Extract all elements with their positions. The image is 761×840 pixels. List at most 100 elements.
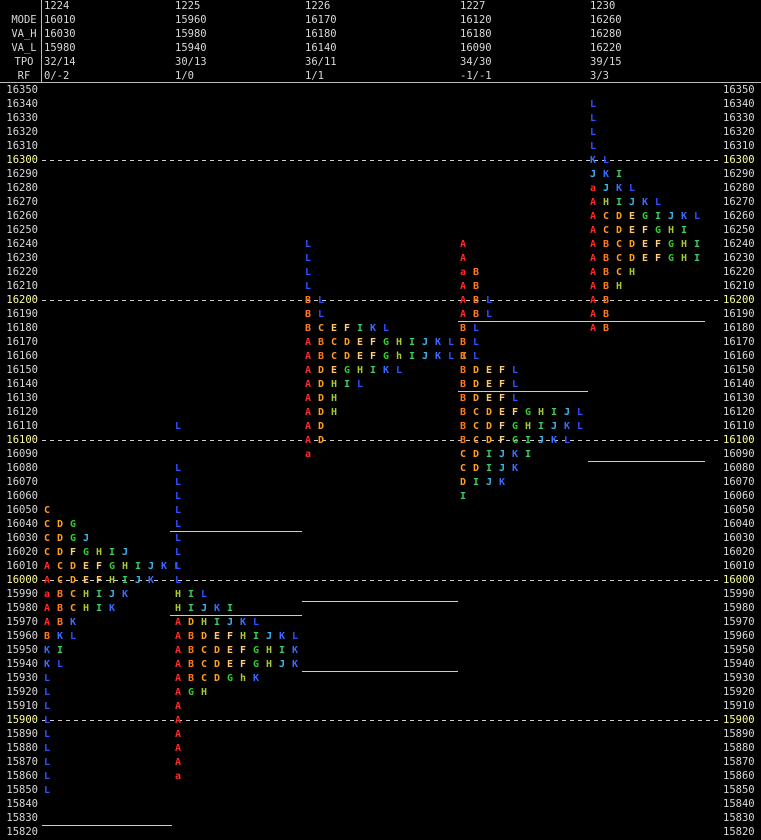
price-label-right: 16130	[723, 392, 755, 404]
price-label-right: 16210	[723, 280, 755, 292]
column-stat: 36/11	[305, 56, 337, 68]
column-stat: 16090	[460, 42, 492, 54]
tpo-row: L	[44, 785, 50, 796]
price-label-right: 16050	[723, 504, 755, 516]
column-stat: 16180	[460, 28, 492, 40]
price-label-right: 16150	[723, 364, 755, 376]
tpo-row: L	[305, 281, 311, 292]
header-label: RF	[18, 70, 31, 82]
price-label-right: 16100	[723, 434, 755, 446]
price-label-left: 16130	[6, 392, 38, 404]
tpo-row: L	[175, 477, 181, 488]
price-label-left: 15980	[6, 602, 38, 614]
price-label-left: 15880	[6, 742, 38, 754]
price-label-right: 15910	[723, 700, 755, 712]
tpo-row: L	[590, 127, 596, 138]
price-label-left: 16280	[6, 182, 38, 194]
tpo-row: L	[44, 743, 50, 754]
price-label-left: 15960	[6, 630, 38, 642]
tpo-row: A	[175, 701, 181, 712]
column-date: 1224	[44, 0, 69, 12]
price-label-right: 15840	[723, 798, 755, 810]
price-label-right: 15830	[723, 812, 755, 824]
price-label-right: 16170	[723, 336, 755, 348]
price-label-left: 16290	[6, 168, 38, 180]
price-label-right: 16080	[723, 462, 755, 474]
price-label-right: 16110	[723, 420, 755, 432]
price-label-left: 15860	[6, 770, 38, 782]
price-label-right: 16140	[723, 378, 755, 390]
header-label: MODE	[11, 14, 36, 26]
price-label-left: 15920	[6, 686, 38, 698]
column-stat: 16030	[44, 28, 76, 40]
column-stat: 15940	[175, 42, 207, 54]
price-label-left: 16340	[6, 98, 38, 110]
price-label-left: 16170	[6, 336, 38, 348]
price-label-left: 16160	[6, 350, 38, 362]
price-label-left: 16060	[6, 490, 38, 502]
price-label-right: 15970	[723, 616, 755, 628]
column-stat: -1/-1	[460, 70, 492, 82]
tpo-row: A	[175, 715, 181, 726]
price-label-left: 15840	[6, 798, 38, 810]
tpo-row: L	[305, 267, 311, 278]
tpo-row: L	[44, 771, 50, 782]
price-label-left: 15950	[6, 644, 38, 656]
price-label-left: 16050	[6, 504, 38, 516]
price-label-right: 15920	[723, 686, 755, 698]
price-label-left: 16020	[6, 546, 38, 558]
tpo-row: L	[175, 533, 181, 544]
price-label-right: 16340	[723, 98, 755, 110]
price-label-left: 16180	[6, 322, 38, 334]
tpo-row: L	[44, 701, 50, 712]
price-label-left: 16220	[6, 266, 38, 278]
price-label-left: 16110	[6, 420, 38, 432]
tpo-row: L	[175, 519, 181, 530]
price-label-right: 16120	[723, 406, 755, 418]
price-label-right: 16200	[723, 294, 755, 306]
price-label-left: 16000	[6, 574, 38, 586]
column-stat: 16180	[305, 28, 337, 40]
column-stat: 16280	[590, 28, 622, 40]
tpo-row: L	[590, 99, 596, 110]
column-date: 1230	[590, 0, 615, 12]
tpo-row: L	[175, 463, 181, 474]
price-label-left: 16090	[6, 448, 38, 460]
price-label-left: 16120	[6, 406, 38, 418]
tpo-row: A	[175, 729, 181, 740]
tpo-row: C	[44, 505, 50, 516]
price-label-left: 16320	[6, 126, 38, 138]
tpo-row: A	[175, 757, 181, 768]
price-label-right: 15940	[723, 658, 755, 670]
price-label-left: 16350	[6, 84, 38, 96]
price-label-left: 15930	[6, 672, 38, 684]
price-label-right: 15930	[723, 672, 755, 684]
price-label-right: 16310	[723, 140, 755, 152]
